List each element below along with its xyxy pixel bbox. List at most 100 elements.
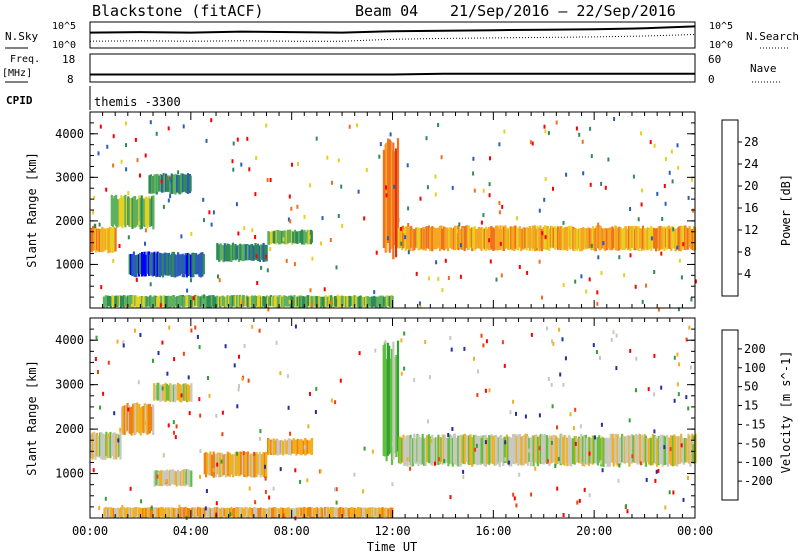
speck [449,495,452,500]
speck [596,301,599,306]
colorbar-tick-label: 12 [744,223,758,237]
speck [599,460,602,465]
cell-band7 [485,437,489,465]
cell-band8 [332,507,335,518]
cell-band7 [571,438,575,464]
cell-band8 [161,507,164,517]
cell-band8 [256,295,259,308]
speck [406,457,409,461]
speck [515,503,518,508]
cell-band5 [281,230,284,244]
speck [653,270,656,274]
cell-band8 [122,506,125,517]
x-ticklabels-group: 00:00 04:00 08:00 12:00 16:00 20:00 00:00 [72,524,713,538]
cell-band8 [332,296,336,308]
cell-band3 [149,254,152,275]
cell-band4 [206,452,209,475]
cell-band8 [235,507,238,517]
cell-band7 [447,437,450,467]
cell-band7 [467,435,471,465]
cell-band7 [413,433,416,464]
speck [231,159,234,164]
speck [664,157,667,161]
cell-band6 [393,356,396,454]
speck [309,288,312,293]
cell-band6 [396,138,400,248]
cell-band7 [601,436,604,465]
cell-band8 [107,295,110,307]
cell-band5 [310,230,313,243]
cell-band8 [331,296,334,307]
speck [615,366,618,371]
cell-band5 [282,231,285,244]
colorbar-frame [721,119,739,297]
speck [97,151,100,156]
cell-band7 [449,227,452,249]
cell-band4 [224,245,227,262]
cell-band8 [326,296,329,307]
speck [428,276,431,281]
noise-left-tick-bottom: 10^0 [52,40,76,51]
cell-band8 [223,296,226,308]
speck [671,179,674,184]
cell-band7 [622,436,625,464]
freq-left-tick-bottom: 8 [67,73,74,86]
speck [178,504,181,509]
speck [254,192,257,197]
cell-band8 [177,508,180,518]
cell-band7 [593,229,596,251]
cell-band5 [296,438,299,454]
cell-band8 [244,296,247,307]
cell-band7 [596,437,599,466]
speck [660,251,663,256]
cell-band7 [397,436,401,464]
speck [210,118,213,123]
cell-band5 [291,440,294,454]
cell-band8 [303,507,306,518]
cell-band7 [457,435,460,467]
cell-band7 [498,435,501,467]
cell-band4 [240,451,243,475]
cell-band4 [203,452,206,475]
cell-band7 [503,436,506,463]
cell-band8 [193,507,197,518]
cell-band8 [387,296,390,307]
speck [503,129,506,134]
cell-band8 [135,295,138,308]
cell-band7 [472,227,475,249]
cell-band7 [644,435,647,467]
cell-band8 [338,507,341,518]
cell-band8 [291,507,294,518]
cell-band7 [614,433,617,464]
cell-band1 [149,198,152,227]
cell-band8 [142,508,145,518]
speck [579,424,582,429]
speck [198,345,201,350]
cell-band7 [643,434,646,463]
cell-band8 [260,296,264,308]
cell-band8 [248,507,251,517]
speck [555,120,558,125]
cell-band8 [192,508,195,518]
cell-band1 [139,197,142,230]
cell-band7 [403,438,406,466]
speck [473,356,475,361]
cell-band3 [139,253,142,275]
cell-band8 [284,508,287,518]
cell-band7 [649,228,652,248]
speck [474,447,477,452]
cell-band7 [442,226,446,251]
cell-band7 [609,433,612,463]
cell-band0 [101,433,104,460]
cell-band8 [296,507,299,517]
speck [437,276,440,281]
speck [247,378,250,383]
speck [592,343,595,348]
cell-band8 [120,295,123,308]
speck [550,382,553,387]
cell-band8 [387,508,390,518]
speck [168,176,171,181]
cell-band7 [507,436,510,465]
cell-band7 [477,227,480,249]
speck [574,407,577,412]
